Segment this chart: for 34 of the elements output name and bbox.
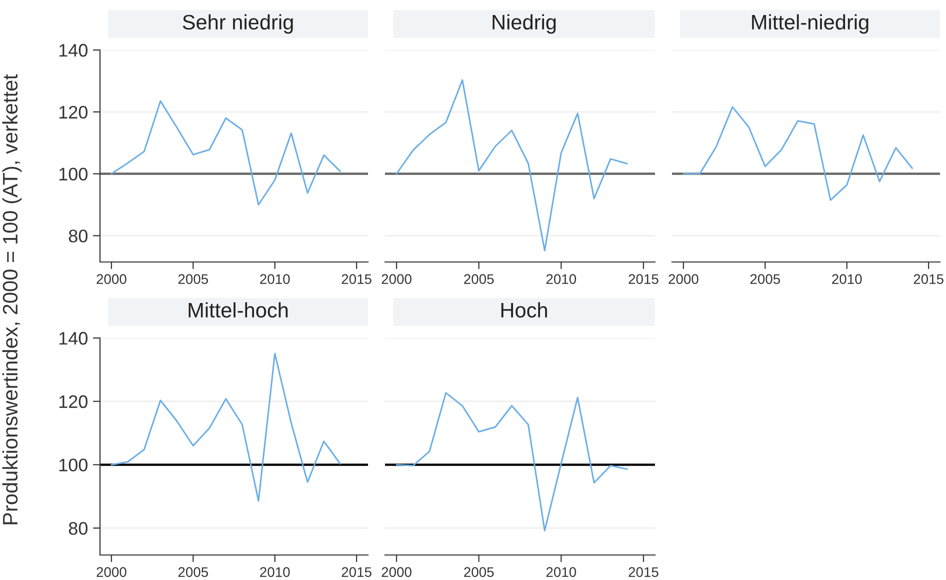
x-tick-label: 2005 — [750, 274, 780, 284]
chart-title: Sehr niedrig — [182, 14, 293, 34]
x-tick-label: 2015 — [342, 567, 372, 578]
y-axis-title: Produktionswertindex, 2000 = 100 (AT), verkettet — [2, 74, 22, 524]
x-tick-label: 2000 — [96, 567, 126, 578]
x-tick-label: 2005 — [464, 274, 494, 284]
y-tick-label: 100 — [59, 458, 88, 472]
x-tick-label: 2000 — [96, 274, 126, 284]
x-tick-label: 2010 — [546, 274, 576, 284]
y-tick-label: 80 — [68, 230, 88, 242]
y-tick-label: 140 — [59, 332, 88, 345]
x-tick-label: 2005 — [464, 567, 494, 578]
y-tick-label: 120 — [59, 395, 88, 408]
x-tick-label: 2010 — [260, 567, 290, 578]
x-tick-label: 2010 — [260, 274, 290, 284]
x-tick-label: 2010 — [832, 274, 862, 284]
x-tick-label: 2015 — [914, 274, 944, 284]
y-tick-label: 100 — [59, 168, 88, 181]
x-tick-label: 2015 — [342, 274, 372, 284]
x-tick-label: 2000 — [382, 567, 412, 578]
chart-title: Hoch — [501, 302, 547, 318]
x-tick-label: 2000 — [382, 274, 412, 284]
x-tick-label: 2015 — [628, 567, 658, 578]
chart-title: Mittel-niedrig — [752, 14, 868, 34]
y-tick-label: 140 — [59, 44, 88, 57]
chart-title: Niedrig — [492, 14, 556, 34]
x-tick-label: 2000 — [668, 274, 698, 284]
x-tick-label: 2005 — [178, 274, 208, 284]
y-tick-label: 80 — [68, 522, 88, 535]
y-tick-label: 120 — [59, 106, 88, 119]
x-tick-label: 2005 — [178, 567, 208, 578]
x-tick-label: 2015 — [628, 274, 658, 284]
chart-title: Mittel-hoch — [188, 302, 288, 318]
x-tick-label: 2010 — [546, 567, 576, 578]
